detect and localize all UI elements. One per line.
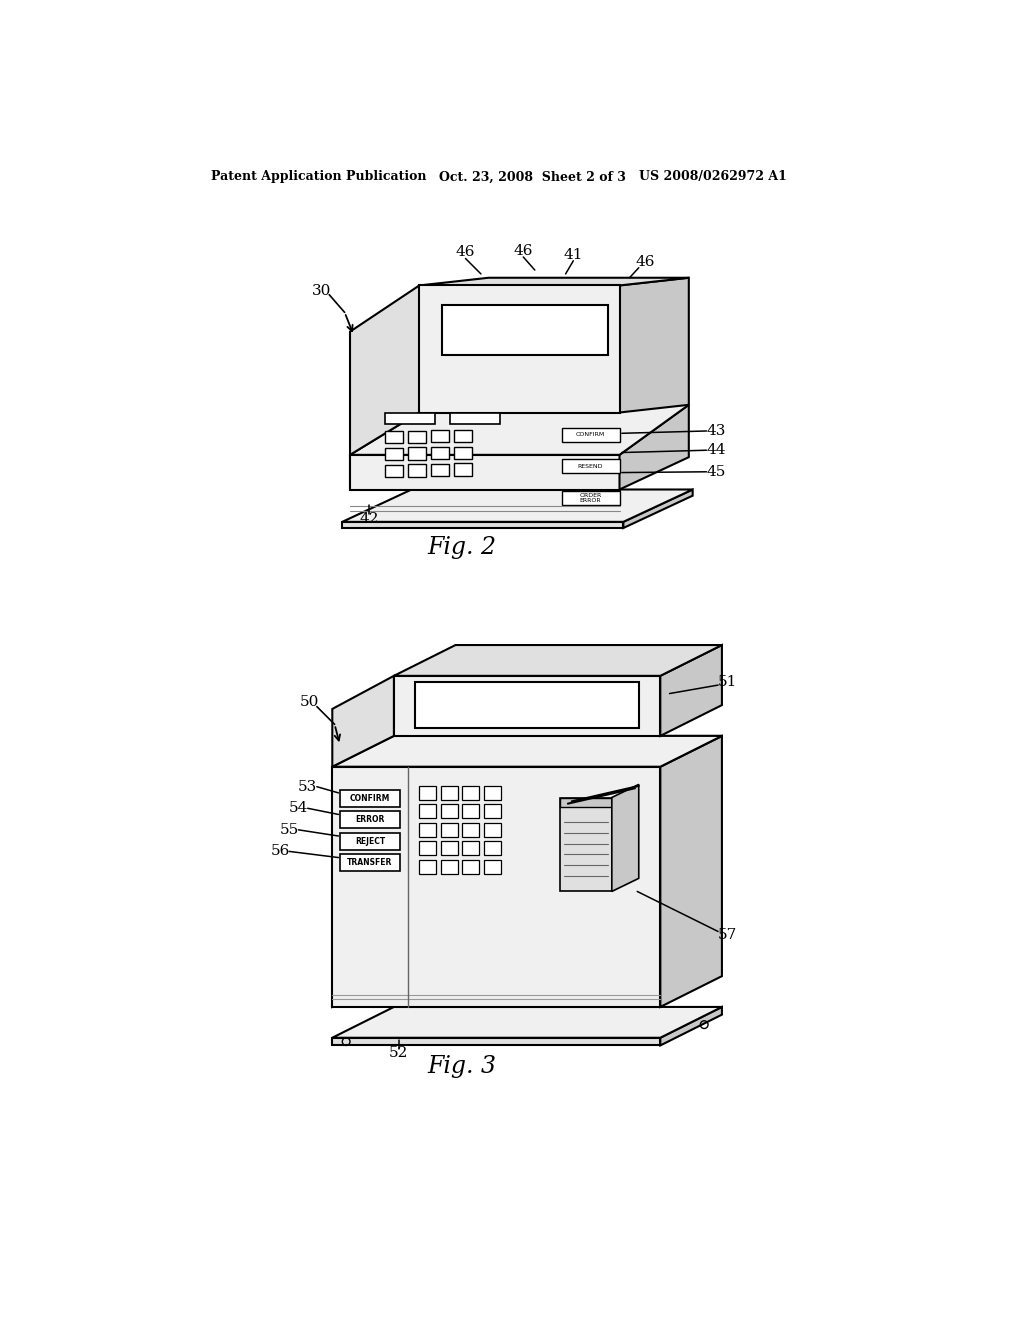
Polygon shape <box>441 859 458 874</box>
Polygon shape <box>350 285 419 455</box>
Text: 46: 46 <box>635 255 654 269</box>
Text: ORDER: ORDER <box>580 494 601 498</box>
Polygon shape <box>419 859 436 874</box>
Text: 42: 42 <box>359 512 379 525</box>
Text: 55: 55 <box>280 822 299 837</box>
Polygon shape <box>463 841 479 855</box>
Polygon shape <box>333 1007 722 1038</box>
Polygon shape <box>385 430 403 444</box>
Polygon shape <box>340 833 400 850</box>
Polygon shape <box>454 429 472 442</box>
Text: RESEND: RESEND <box>578 463 603 469</box>
Polygon shape <box>394 676 660 737</box>
Polygon shape <box>624 490 692 528</box>
Text: REJECT: REJECT <box>355 837 385 846</box>
Polygon shape <box>562 459 620 474</box>
Polygon shape <box>454 463 472 475</box>
Polygon shape <box>408 447 426 459</box>
Polygon shape <box>419 277 689 285</box>
Polygon shape <box>484 804 501 818</box>
Text: US 2008/0262972 A1: US 2008/0262972 A1 <box>639 170 786 183</box>
Polygon shape <box>562 428 620 442</box>
Polygon shape <box>454 446 472 459</box>
Text: 53: 53 <box>298 780 317 793</box>
Polygon shape <box>463 859 479 874</box>
Polygon shape <box>620 405 689 490</box>
Text: 44: 44 <box>706 444 726 457</box>
Polygon shape <box>431 430 450 442</box>
Polygon shape <box>463 804 479 818</box>
Polygon shape <box>385 465 403 478</box>
Text: 43: 43 <box>707 424 725 438</box>
Text: CONFIRM: CONFIRM <box>575 433 605 437</box>
Polygon shape <box>333 737 394 1007</box>
Polygon shape <box>451 413 500 424</box>
Text: ERROR: ERROR <box>355 816 385 824</box>
Polygon shape <box>484 785 501 800</box>
Text: 51: 51 <box>718 675 737 689</box>
Text: 50: 50 <box>299 696 318 709</box>
Text: 56: 56 <box>270 845 290 858</box>
Polygon shape <box>350 455 620 490</box>
Text: 41: 41 <box>563 248 583 261</box>
Polygon shape <box>419 822 436 837</box>
Polygon shape <box>419 785 436 800</box>
Polygon shape <box>463 822 479 837</box>
Polygon shape <box>441 804 458 818</box>
Polygon shape <box>408 430 426 442</box>
Polygon shape <box>385 413 435 424</box>
Polygon shape <box>340 789 400 807</box>
Polygon shape <box>660 645 722 737</box>
Polygon shape <box>350 405 689 455</box>
Text: 57: 57 <box>718 928 737 941</box>
Polygon shape <box>416 682 639 729</box>
Polygon shape <box>463 785 479 800</box>
Polygon shape <box>660 1007 722 1045</box>
Polygon shape <box>442 305 608 355</box>
Text: 45: 45 <box>707 465 725 479</box>
Polygon shape <box>484 841 501 855</box>
Text: Oct. 23, 2008  Sheet 2 of 3: Oct. 23, 2008 Sheet 2 of 3 <box>438 170 626 183</box>
Polygon shape <box>394 645 722 676</box>
Polygon shape <box>340 812 400 829</box>
Polygon shape <box>431 463 450 477</box>
Polygon shape <box>342 490 692 521</box>
Polygon shape <box>441 785 458 800</box>
Text: TRANSFER: TRANSFER <box>347 858 393 867</box>
Polygon shape <box>408 465 426 477</box>
Polygon shape <box>419 285 620 412</box>
Polygon shape <box>484 859 501 874</box>
Text: 54: 54 <box>289 801 308 816</box>
Polygon shape <box>560 797 611 891</box>
Text: Fig. 2: Fig. 2 <box>427 536 497 558</box>
Polygon shape <box>660 737 722 1007</box>
Polygon shape <box>620 277 689 412</box>
Text: 52: 52 <box>389 1047 409 1060</box>
Text: ERROR: ERROR <box>580 498 601 503</box>
Text: Patent Application Publication: Patent Application Publication <box>211 170 427 183</box>
Polygon shape <box>484 822 501 837</box>
Polygon shape <box>333 1038 660 1045</box>
Polygon shape <box>419 804 436 818</box>
Polygon shape <box>333 737 722 767</box>
Text: 46: 46 <box>513 244 534 257</box>
Text: 30: 30 <box>312 284 331 298</box>
Polygon shape <box>342 521 624 528</box>
Text: Fig. 3: Fig. 3 <box>427 1056 497 1078</box>
Text: CONFIRM: CONFIRM <box>350 793 390 803</box>
Polygon shape <box>350 412 419 490</box>
Polygon shape <box>385 447 403 461</box>
Polygon shape <box>441 822 458 837</box>
Polygon shape <box>441 841 458 855</box>
Polygon shape <box>419 841 436 855</box>
Polygon shape <box>562 491 620 506</box>
Polygon shape <box>611 784 639 891</box>
Polygon shape <box>333 767 660 1007</box>
Text: 46: 46 <box>456 246 475 259</box>
Polygon shape <box>431 447 450 459</box>
Polygon shape <box>340 854 400 871</box>
Polygon shape <box>333 676 394 767</box>
Polygon shape <box>333 737 722 767</box>
Polygon shape <box>560 797 611 807</box>
